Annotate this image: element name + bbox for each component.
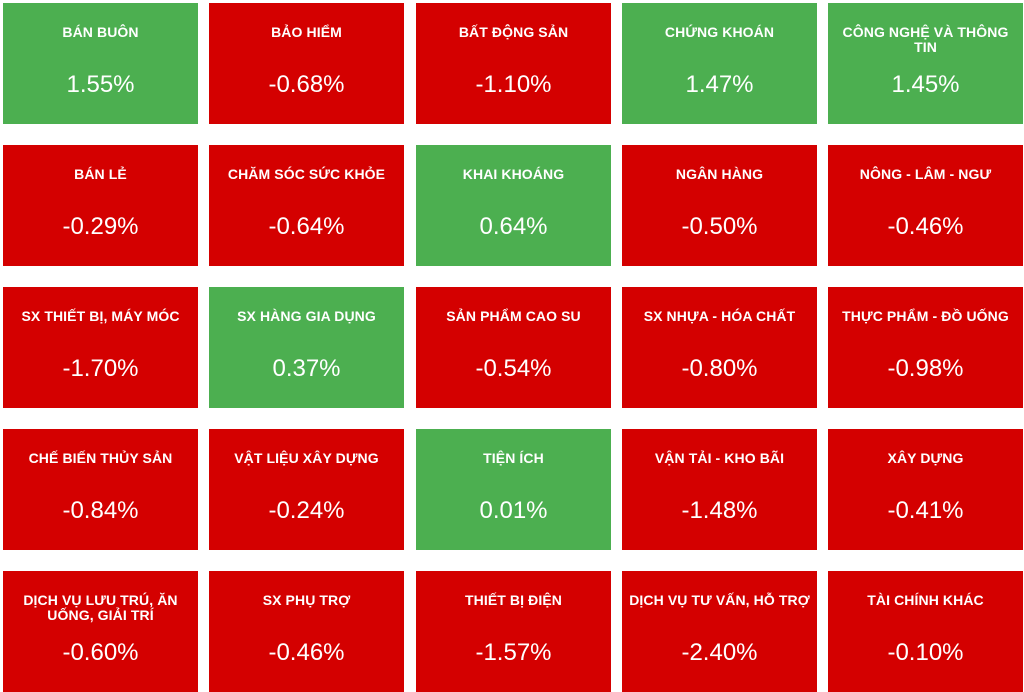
sector-name: SX PHỤ TRỢ bbox=[262, 592, 351, 608]
sector-name: BÁN LẺ bbox=[74, 166, 127, 182]
sector-name: NGÂN HÀNG bbox=[675, 166, 764, 182]
sector-change: -0.46% bbox=[268, 639, 345, 666]
sector-change: -0.60% bbox=[62, 639, 139, 666]
sector-tile[interactable]: BẢO HIỂM -0.68% bbox=[209, 3, 404, 124]
sector-change: -0.64% bbox=[268, 213, 345, 240]
sector-name: BẤT ĐỘNG SẢN bbox=[458, 24, 569, 40]
sector-tile[interactable]: CHẾ BIẾN THỦY SẢN -0.84% bbox=[3, 429, 198, 550]
sector-name: CÔNG NGHỆ VÀ THÔNG TIN bbox=[842, 24, 1009, 55]
sector-tile[interactable]: BẤT ĐỘNG SẢN -1.10% bbox=[416, 3, 611, 124]
sector-tile[interactable]: BÁN LẺ -0.29% bbox=[3, 145, 198, 266]
sector-name: BÁN BUÔN bbox=[62, 24, 139, 40]
sector-name: SẢN PHẨM CAO SU bbox=[446, 308, 581, 324]
sector-change: -0.50% bbox=[681, 213, 758, 240]
sector-tile[interactable]: SX PHỤ TRỢ -0.46% bbox=[209, 571, 404, 692]
sector-tile[interactable]: THIẾT BỊ ĐIỆN -1.57% bbox=[416, 571, 611, 692]
sector-name: SX HÀNG GIA DỤNG bbox=[237, 308, 376, 324]
sector-change: -0.84% bbox=[62, 497, 139, 524]
sector-name: THỰC PHẨM - ĐỒ UỐNG bbox=[842, 308, 1009, 324]
sector-tile[interactable]: SX THIẾT BỊ, MÁY MÓC -1.70% bbox=[3, 287, 198, 408]
sector-name: SX THIẾT BỊ, MÁY MÓC bbox=[21, 308, 180, 324]
sector-tile[interactable]: VẬT LIỆU XÂY DỰNG -0.24% bbox=[209, 429, 404, 550]
sector-tile[interactable]: TIỆN ÍCH 0.01% bbox=[416, 429, 611, 550]
sector-name: CHĂM SÓC SỨC KHỎE bbox=[227, 166, 386, 182]
sector-change: -0.29% bbox=[62, 213, 139, 240]
sector-change: 1.45% bbox=[891, 71, 960, 98]
sector-change: -1.48% bbox=[681, 497, 758, 524]
sector-change: 0.64% bbox=[479, 213, 548, 240]
sector-tile[interactable]: KHAI KHOÁNG 0.64% bbox=[416, 145, 611, 266]
sector-change: 0.37% bbox=[272, 355, 341, 382]
sector-tile[interactable]: SẢN PHẨM CAO SU -0.54% bbox=[416, 287, 611, 408]
sector-name: VẬN TẢI - KHO BÃI bbox=[654, 450, 785, 466]
sector-change: -0.10% bbox=[887, 639, 964, 666]
sector-name: THIẾT BỊ ĐIỆN bbox=[465, 592, 562, 608]
sector-change: -0.68% bbox=[268, 71, 345, 98]
sector-name: XÂY DỰNG bbox=[887, 450, 964, 466]
sector-name: TÀI CHÍNH KHÁC bbox=[867, 592, 984, 608]
sector-tile[interactable]: CHỨNG KHOÁN 1.47% bbox=[622, 3, 817, 124]
sector-change: 1.55% bbox=[66, 71, 135, 98]
sector-tile[interactable]: SX HÀNG GIA DỤNG 0.37% bbox=[209, 287, 404, 408]
sector-change: -0.98% bbox=[887, 355, 964, 382]
sector-tile[interactable]: VẬN TẢI - KHO BÃI -1.48% bbox=[622, 429, 817, 550]
sector-name: VẬT LIỆU XÂY DỰNG bbox=[234, 450, 379, 466]
sector-name: DỊCH VỤ LƯU TRÚ, ĂN UỐNG, GIẢI TRÍ bbox=[23, 592, 178, 623]
sector-change: -0.54% bbox=[475, 355, 552, 382]
sector-change: -1.57% bbox=[475, 639, 552, 666]
sector-name: TIỆN ÍCH bbox=[483, 450, 544, 466]
sector-name: DỊCH VỤ TƯ VẤN, HỖ TRỢ bbox=[629, 592, 810, 608]
sector-change: 1.47% bbox=[685, 71, 754, 98]
sector-change: 0.01% bbox=[479, 497, 548, 524]
sector-name: CHỨNG KHOÁN bbox=[664, 24, 775, 40]
sector-tile[interactable]: THỰC PHẨM - ĐỒ UỐNG -0.98% bbox=[828, 287, 1023, 408]
sector-tile[interactable]: DỊCH VỤ TƯ VẤN, HỖ TRỢ -2.40% bbox=[622, 571, 817, 692]
sector-name: BẢO HIỂM bbox=[271, 24, 342, 40]
sector-tile[interactable]: BÁN BUÔN 1.55% bbox=[3, 3, 198, 124]
sector-change: -2.40% bbox=[681, 639, 758, 666]
sector-tile[interactable]: TÀI CHÍNH KHÁC -0.10% bbox=[828, 571, 1023, 692]
sector-tile[interactable]: SX NHỰA - HÓA CHẤT -0.80% bbox=[622, 287, 817, 408]
sector-change: -1.70% bbox=[62, 355, 139, 382]
sector-name: CHẾ BIẾN THỦY SẢN bbox=[28, 450, 173, 466]
sector-tile[interactable]: XÂY DỰNG -0.41% bbox=[828, 429, 1023, 550]
sector-change: -0.41% bbox=[887, 497, 964, 524]
sector-tile[interactable]: CHĂM SÓC SỨC KHỎE -0.64% bbox=[209, 145, 404, 266]
sector-name: KHAI KHOÁNG bbox=[462, 166, 565, 182]
sector-change: -0.46% bbox=[887, 213, 964, 240]
sector-name: SX NHỰA - HÓA CHẤT bbox=[643, 308, 796, 324]
sector-tile[interactable]: DỊCH VỤ LƯU TRÚ, ĂN UỐNG, GIẢI TRÍ -0.60… bbox=[3, 571, 198, 692]
sector-change: -1.10% bbox=[475, 71, 552, 98]
sector-change: -0.80% bbox=[681, 355, 758, 382]
sector-tile[interactable]: CÔNG NGHỆ VÀ THÔNG TIN 1.45% bbox=[828, 3, 1023, 124]
sector-tile[interactable]: NGÂN HÀNG -0.50% bbox=[622, 145, 817, 266]
sector-tile[interactable]: NÔNG - LÂM - NGƯ -0.46% bbox=[828, 145, 1023, 266]
sector-change: -0.24% bbox=[268, 497, 345, 524]
sector-name: NÔNG - LÂM - NGƯ bbox=[859, 166, 992, 182]
